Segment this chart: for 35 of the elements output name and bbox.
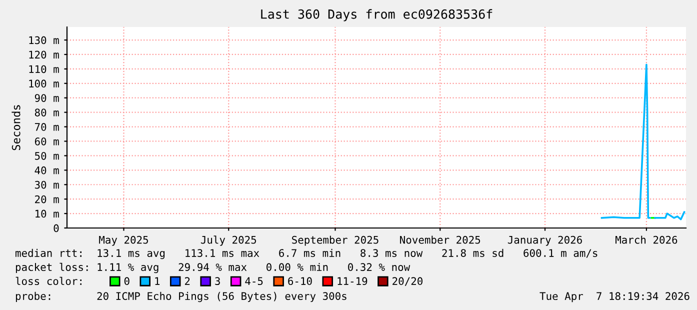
x-tick-label: March 2026 bbox=[616, 236, 678, 244]
chart-title: Last 360 Days from ec092683536f bbox=[261, 9, 492, 22]
y-tick-label: 0 bbox=[54, 224, 59, 232]
legend-label: 0 bbox=[124, 277, 130, 286]
legend-label: 3 bbox=[215, 277, 220, 286]
y-tick-label: 100 m bbox=[29, 80, 59, 88]
y-tick-label: 10 m bbox=[36, 210, 59, 218]
legend-title: loss color: bbox=[16, 276, 82, 286]
legend-label: 6-10 bbox=[288, 277, 312, 286]
x-tick-label: September 2025 bbox=[292, 236, 378, 246]
legend-label: 20/20 bbox=[392, 277, 422, 286]
y-tick-label: 30 m bbox=[34, 180, 59, 189]
text: probe: 20 ICMP Echo Pings (56 Bytes) every 300s bbox=[16, 292, 346, 302]
text: median rtt: 13.1 ms avg 113.1 ms max 6.7 ms min 8.3 ms now 21.8 ms sd 600.1 m am/s bbox=[16, 248, 598, 260]
y-tick-label: 80 m bbox=[34, 108, 59, 116]
x-tick-label: January 2026 bbox=[508, 236, 582, 246]
y-tick-label: 120 m bbox=[29, 50, 59, 59]
x-tick-label: July 2025 bbox=[200, 236, 256, 246]
x-tick-label: November 2025 bbox=[400, 236, 480, 244]
legend-label: 11-19 bbox=[338, 277, 368, 286]
legend-label: 1 bbox=[155, 277, 160, 285]
text: Tue Apr 7 18:19:34 2026 bbox=[540, 292, 690, 302]
legend-label: 4-5 bbox=[245, 277, 263, 286]
x-tick-label: May 2025 bbox=[99, 236, 148, 246]
y-axis-title: Seconds bbox=[12, 105, 20, 150]
y-tick-label: 50 m bbox=[35, 152, 59, 160]
y-tick-label: 20 m bbox=[35, 195, 59, 204]
y-tick-label: 90 m bbox=[34, 94, 59, 102]
legend-label: 2 bbox=[184, 277, 190, 285]
text: packet loss: 1.11 % avg 29.94 % max 0.00 % min 0.32 % now bbox=[16, 262, 410, 274]
y-tick-label: 70 m bbox=[34, 123, 59, 131]
y-tick-label: 110 m bbox=[29, 65, 59, 74]
y-tick-label: 60 m bbox=[34, 137, 59, 146]
y-tick-label: 40 m bbox=[34, 166, 59, 174]
y-tick-label: 130 m bbox=[29, 36, 59, 44]
